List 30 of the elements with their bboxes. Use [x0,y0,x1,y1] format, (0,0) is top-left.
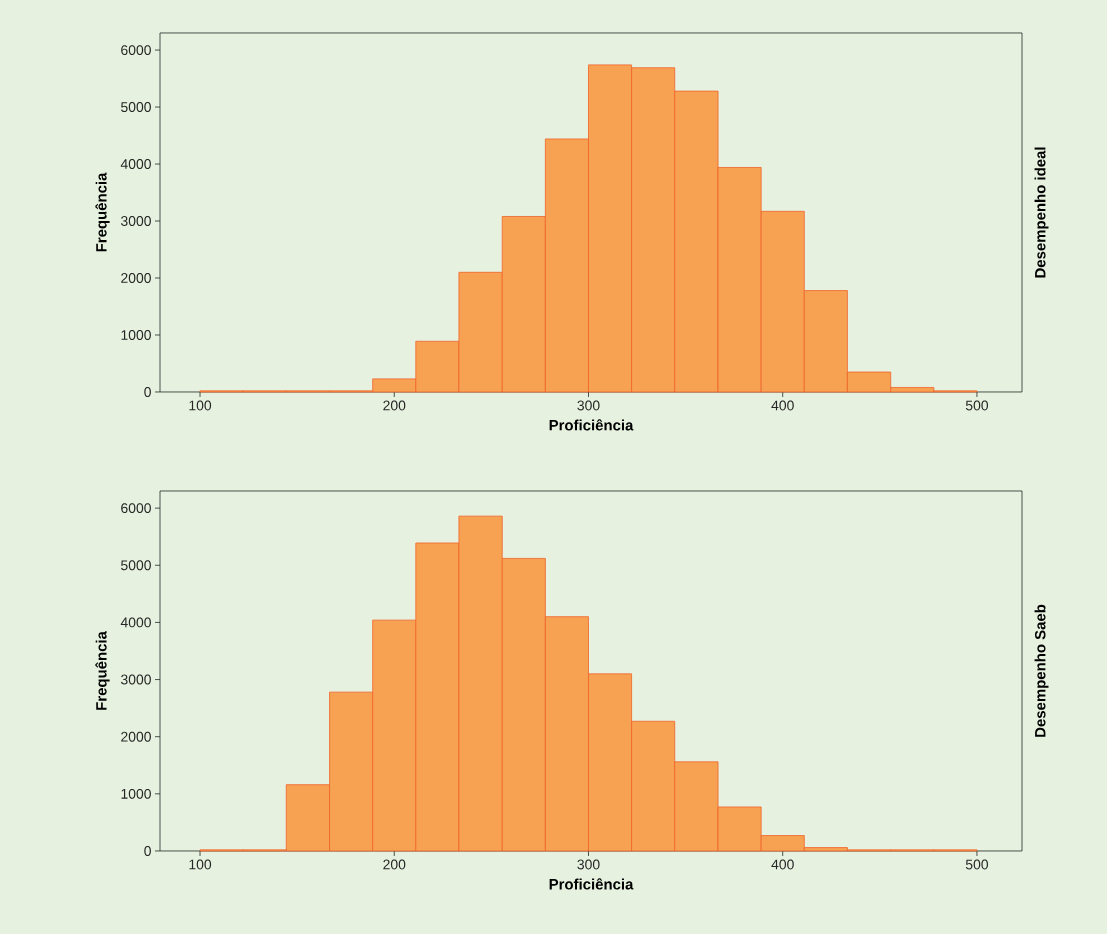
x-tick-label: 100 [189,400,212,411]
x-axis-title: Proficiência [549,878,634,890]
x-tick-label: 300 [577,859,600,870]
x-axis-title: Proficiência [549,419,634,431]
y-tick-label: 3000 [120,216,151,226]
y-tick-label: 3000 [120,674,151,685]
x-tick-label: 200 [383,400,406,411]
y-tick-label: 6000 [121,45,151,56]
y-tick-label: 5000 [121,560,151,571]
y-tick-label: 1000 [121,788,151,799]
y-tick-label: 2000 [121,273,151,283]
x-tick-label: 500 [965,400,989,411]
x-tick-label: 400 [771,400,794,411]
y-tick-label: 1000 [121,330,151,340]
y-tick-label: 5000 [121,102,151,112]
x-tick-label: 500 [965,859,989,870]
x-tick-label: 200 [383,859,406,870]
y-tick-label: 6000 [121,503,151,514]
y-axis-title: Frequência [95,631,110,710]
x-tick-label: 400 [771,859,794,870]
x-tick-label: 100 [189,859,212,870]
y2-axis-title: Desempenho ideal [1034,147,1049,278]
y-tick-label: 0 [144,387,151,397]
y-tick-label: 4000 [120,617,151,628]
x-tick-label: 300 [577,400,600,411]
y2-axis-title: Desempenho Saeb [1034,604,1049,737]
y-axis-title: Frequência [95,172,110,252]
y-tick-label: 0 [144,846,151,856]
y-tick-label: 4000 [120,159,151,169]
y-tick-label: 2000 [121,731,151,742]
